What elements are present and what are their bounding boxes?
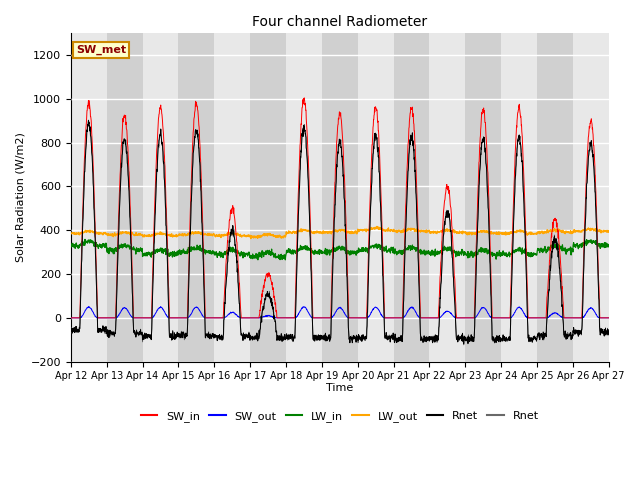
- SW_out: [217, 315, 225, 321]
- Bar: [107, 33, 143, 362]
- Bar: [214, 33, 250, 362]
- Bar: [394, 33, 429, 362]
- Bar: [250, 33, 286, 362]
- Rnet: [497, 339, 504, 345]
- Bar: [143, 33, 179, 362]
- Line: LW_in: LW_in: [71, 240, 609, 260]
- LW_in: [573, 242, 580, 248]
- LW_out: [355, 228, 363, 234]
- Rnet: [67, 325, 75, 331]
- SW_in: [573, 315, 580, 321]
- SW_out: [605, 315, 612, 321]
- Line: SW_in: SW_in: [71, 98, 609, 318]
- X-axis label: Time: Time: [326, 383, 353, 393]
- LW_out: [573, 228, 580, 234]
- LW_in: [356, 246, 364, 252]
- SW_in: [355, 315, 363, 321]
- Bar: [322, 33, 358, 362]
- Rnet: [497, 338, 504, 344]
- Y-axis label: Solar Radiation (W/m2): Solar Radiation (W/m2): [15, 132, 25, 262]
- Rnet: [355, 336, 363, 342]
- Bar: [465, 33, 501, 362]
- SW_out: [67, 315, 75, 321]
- Rnet: [573, 327, 580, 333]
- LW_out: [367, 225, 375, 230]
- Rnet: [84, 117, 92, 123]
- Rnet: [217, 334, 225, 340]
- Rnet: [605, 328, 612, 334]
- LW_out: [247, 236, 255, 241]
- Title: Four channel Radiometer: Four channel Radiometer: [252, 15, 428, 29]
- SW_out: [557, 314, 565, 320]
- Rnet: [558, 291, 566, 297]
- Bar: [286, 33, 322, 362]
- Bar: [429, 33, 465, 362]
- Line: Rnet: Rnet: [71, 120, 609, 345]
- Bar: [71, 33, 107, 362]
- Rnet: [605, 327, 612, 333]
- LW_in: [497, 253, 504, 259]
- LW_in: [217, 249, 225, 255]
- Rnet: [460, 341, 468, 347]
- SW_in: [605, 315, 612, 321]
- Bar: [537, 33, 573, 362]
- Bar: [573, 33, 609, 362]
- Rnet: [367, 195, 375, 201]
- SW_out: [573, 315, 580, 321]
- SW_out: [367, 310, 375, 315]
- Rnet: [84, 118, 92, 123]
- Line: Rnet: Rnet: [71, 120, 609, 344]
- SW_in: [557, 271, 565, 277]
- Rnet: [67, 325, 75, 331]
- SW_in: [67, 315, 75, 321]
- LW_in: [282, 257, 289, 263]
- LW_out: [67, 231, 75, 237]
- LW_in: [367, 245, 375, 251]
- Rnet: [217, 334, 225, 339]
- Bar: [358, 33, 394, 362]
- LW_in: [558, 244, 566, 250]
- LW_out: [373, 224, 381, 229]
- SW_out: [157, 304, 164, 310]
- LW_in: [605, 242, 612, 248]
- LW_out: [605, 229, 612, 235]
- LW_out: [497, 231, 504, 237]
- Rnet: [558, 290, 566, 296]
- SW_out: [496, 315, 504, 321]
- LW_out: [558, 229, 566, 235]
- SW_in: [367, 169, 375, 175]
- LW_in: [81, 237, 89, 242]
- Line: LW_out: LW_out: [71, 227, 609, 239]
- Rnet: [460, 342, 468, 348]
- LW_in: [67, 243, 75, 249]
- LW_out: [217, 235, 225, 240]
- SW_in: [300, 95, 308, 101]
- Bar: [501, 33, 537, 362]
- SW_out: [355, 315, 363, 321]
- Legend: SW_in, SW_out, LW_in, LW_out, Rnet, Rnet: SW_in, SW_out, LW_in, LW_out, Rnet, Rnet: [136, 407, 543, 427]
- Text: SW_met: SW_met: [76, 45, 126, 55]
- Line: SW_out: SW_out: [71, 307, 609, 318]
- SW_in: [496, 315, 504, 321]
- Rnet: [355, 336, 363, 342]
- Bar: [179, 33, 214, 362]
- Rnet: [573, 328, 580, 334]
- Rnet: [367, 195, 375, 201]
- SW_in: [217, 315, 225, 321]
